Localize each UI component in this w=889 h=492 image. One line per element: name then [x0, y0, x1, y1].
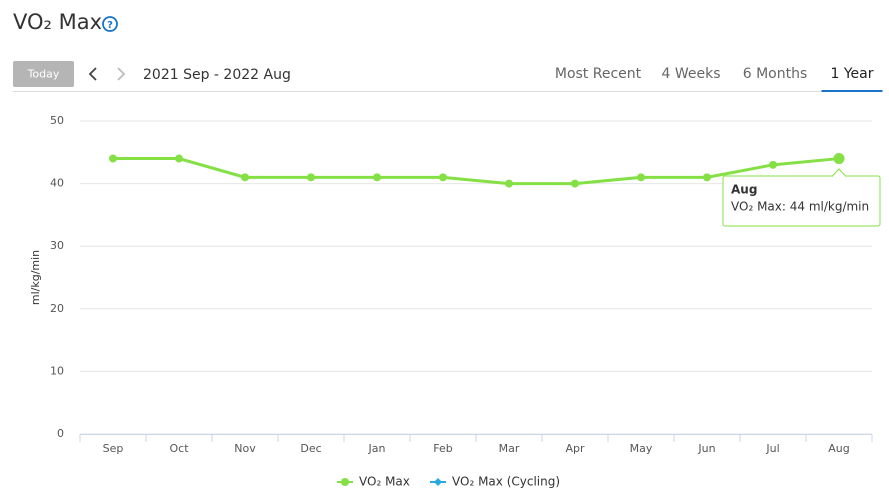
data-point [769, 160, 777, 169]
today-button[interactable]: Today [13, 61, 74, 87]
legend-marker [434, 478, 442, 486]
x-tick-label: Sep [103, 442, 124, 455]
help-icon[interactable]: ? [102, 16, 118, 32]
x-tick-label: Jul [765, 442, 779, 455]
data-point [307, 173, 315, 182]
legend-marker [341, 478, 349, 486]
x-tick-label: Mar [499, 442, 520, 455]
legend-label[interactable]: VO₂ Max [359, 475, 410, 489]
tooltip-text: VO₂ Max: 44 ml/kg/min [731, 200, 869, 214]
legend-label[interactable]: VO₂ Max (Cycling) [452, 475, 560, 489]
tab[interactable]: 6 Months [743, 66, 808, 82]
date-range: 2021 Sep - 2022 Aug [143, 67, 291, 83]
tab[interactable]: 4 Weeks [661, 66, 720, 82]
y-tick-label: 10 [50, 364, 64, 377]
tab[interactable]: Most Recent [555, 66, 642, 82]
x-tick-label: Nov [234, 442, 256, 455]
help-circle [102, 16, 118, 32]
x-tick-label: Dec [300, 442, 321, 455]
tooltip-title: Aug [731, 183, 757, 197]
y-tick-label: 50 [50, 114, 64, 127]
data-point [505, 179, 513, 188]
series-line [113, 157, 840, 186]
data-point [241, 173, 249, 182]
next-arrow[interactable] [117, 67, 126, 81]
y-tick-label: 30 [50, 239, 64, 252]
tooltip-box [722, 175, 881, 227]
data-point [637, 173, 645, 182]
help-text: ? [107, 20, 113, 31]
y-tick-label: 0 [57, 427, 64, 440]
x-tick-label: Oct [169, 442, 189, 455]
tooltip-pointer [831, 168, 847, 177]
prev-arrow[interactable] [88, 67, 97, 81]
x-tick-label: Jun [697, 442, 715, 455]
data-point [703, 173, 711, 182]
data-point [175, 154, 183, 163]
data-point [571, 179, 579, 188]
data-point [833, 153, 845, 165]
y-tick-label: 40 [50, 177, 64, 190]
data-point [109, 154, 117, 163]
x-tick-label: Feb [433, 442, 452, 455]
data-point [439, 173, 447, 182]
tab[interactable]: 1 Year [831, 66, 874, 82]
page-title: VO₂ Max [13, 10, 102, 34]
today-bg [13, 61, 74, 87]
data-point [373, 173, 381, 182]
tab-underline [821, 90, 883, 92]
y-axis-label: ml/kg/min [29, 250, 42, 305]
x-tick-label: Jan [368, 442, 386, 455]
x-tick-label: May [630, 442, 653, 455]
today-label: Today [27, 68, 60, 81]
x-tick-label: Aug [828, 442, 849, 455]
y-tick-label: 20 [50, 302, 64, 315]
x-tick-label: Apr [565, 442, 585, 455]
